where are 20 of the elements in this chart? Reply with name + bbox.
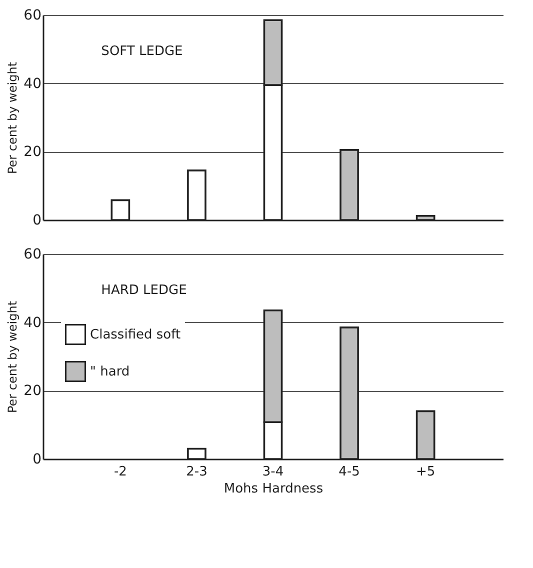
y-tick-label: 60	[24, 8, 42, 24]
x-tick-label: 2-3	[186, 464, 208, 480]
y-tick-label: 0	[32, 212, 42, 228]
x-tick-label: -2	[114, 464, 127, 480]
y-axis-title: Per cent by weight	[6, 300, 20, 414]
y-axis-title: Per cent by weight	[6, 62, 20, 174]
y-tick-label: 40	[24, 314, 42, 331]
x-tick-label: +5	[416, 464, 436, 480]
x-tick-label: 4-5	[338, 464, 360, 480]
legend-label: " hard	[90, 364, 130, 380]
legend-label: Classified soft	[90, 328, 181, 342]
y-tick-label: 60	[24, 246, 42, 262]
y-tick-label: 40	[24, 76, 42, 92]
text: SOFT LEDGE	[101, 44, 183, 59]
x-tick-label: 3-4	[262, 464, 284, 480]
y-tick-label: 0	[32, 452, 42, 468]
x-axis-title: Mohs Hardness	[224, 482, 324, 496]
text: HARD LEDGE	[101, 283, 187, 298]
y-tick-label: 20	[24, 383, 42, 400]
y-tick-label: 20	[24, 144, 42, 160]
